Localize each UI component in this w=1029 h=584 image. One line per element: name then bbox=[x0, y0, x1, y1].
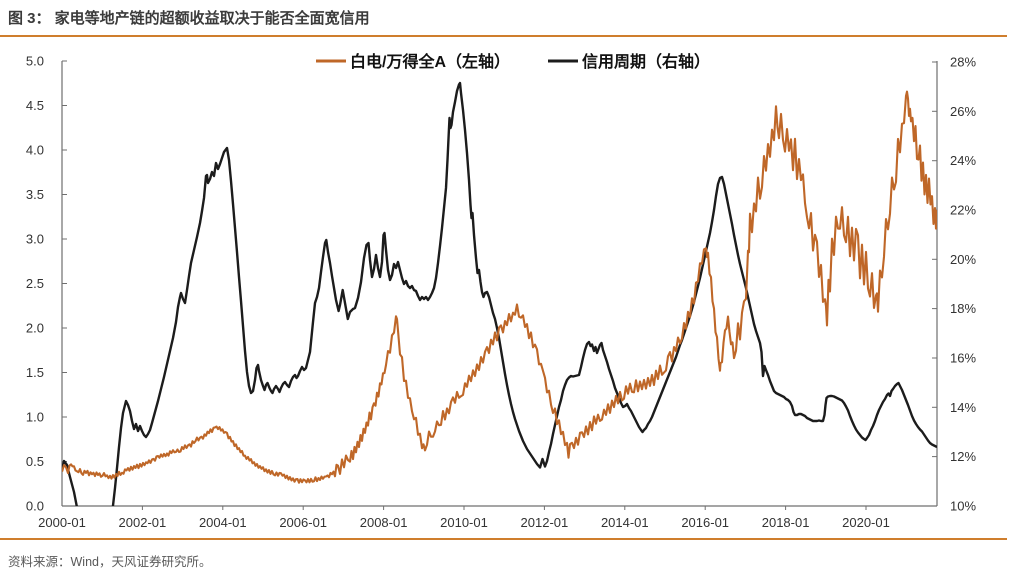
svg-text:3.0: 3.0 bbox=[26, 232, 44, 247]
svg-text:白电/万得全A（左轴）: 白电/万得全A（左轴） bbox=[350, 52, 510, 71]
svg-text:2002-01: 2002-01 bbox=[119, 515, 167, 530]
svg-text:资料来源：Wind，天风证券研究所。: 资料来源：Wind，天风证券研究所。 bbox=[8, 554, 211, 569]
svg-text:12%: 12% bbox=[950, 449, 976, 464]
svg-text:4.0: 4.0 bbox=[26, 143, 44, 158]
svg-text:10%: 10% bbox=[950, 499, 976, 514]
svg-text:2006-01: 2006-01 bbox=[279, 515, 327, 530]
svg-text:4.5: 4.5 bbox=[26, 98, 44, 113]
svg-text:1.0: 1.0 bbox=[26, 410, 44, 425]
svg-text:2018-01: 2018-01 bbox=[762, 515, 810, 530]
svg-text:2012-01: 2012-01 bbox=[521, 515, 569, 530]
svg-text:22%: 22% bbox=[950, 203, 976, 218]
svg-text:信用周期（右轴）: 信用周期（右轴） bbox=[582, 52, 710, 71]
svg-text:24%: 24% bbox=[950, 153, 976, 168]
svg-text:2004-01: 2004-01 bbox=[199, 515, 247, 530]
svg-text:2008-01: 2008-01 bbox=[360, 515, 408, 530]
svg-text:2000-01: 2000-01 bbox=[38, 515, 86, 530]
svg-text:3.5: 3.5 bbox=[26, 187, 44, 202]
svg-text:2.5: 2.5 bbox=[26, 276, 44, 291]
svg-text:20%: 20% bbox=[950, 252, 976, 267]
svg-text:图 3： 家电等地产链的超额收益取决于能否全面宽信用: 图 3： 家电等地产链的超额收益取决于能否全面宽信用 bbox=[8, 9, 370, 27]
svg-text:5.0: 5.0 bbox=[26, 54, 44, 69]
svg-text:14%: 14% bbox=[950, 400, 976, 415]
svg-text:2.0: 2.0 bbox=[26, 321, 44, 336]
svg-text:2020-01: 2020-01 bbox=[842, 515, 890, 530]
svg-text:16%: 16% bbox=[950, 351, 976, 366]
svg-text:28%: 28% bbox=[950, 55, 976, 70]
svg-text:2016-01: 2016-01 bbox=[681, 515, 729, 530]
svg-text:26%: 26% bbox=[950, 104, 976, 119]
svg-text:0.5: 0.5 bbox=[26, 454, 44, 469]
svg-text:1.5: 1.5 bbox=[26, 365, 44, 380]
svg-text:0.0: 0.0 bbox=[26, 499, 44, 514]
svg-text:2014-01: 2014-01 bbox=[601, 515, 649, 530]
svg-text:2010-01: 2010-01 bbox=[440, 515, 488, 530]
svg-text:18%: 18% bbox=[950, 301, 976, 316]
